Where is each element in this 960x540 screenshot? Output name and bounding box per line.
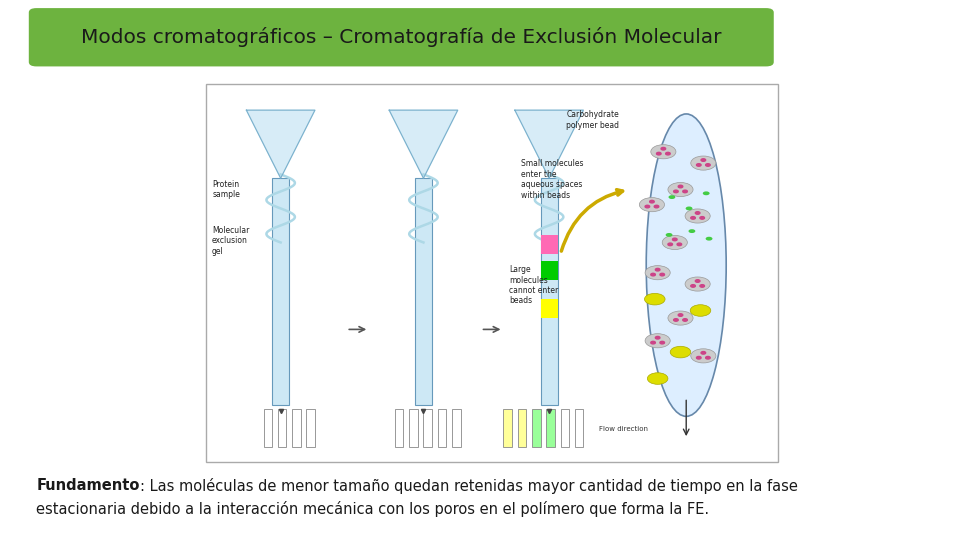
Bar — [503, 409, 512, 447]
Circle shape — [691, 217, 695, 219]
Text: Molecular
exclusion
gel: Molecular exclusion gel — [212, 226, 250, 256]
Circle shape — [665, 233, 673, 237]
Circle shape — [691, 349, 716, 363]
Bar — [306, 409, 315, 447]
Bar — [532, 409, 540, 447]
Bar — [423, 409, 432, 447]
Circle shape — [700, 217, 705, 219]
Circle shape — [674, 319, 678, 321]
Bar — [546, 409, 555, 447]
Bar — [263, 409, 272, 447]
Bar — [540, 299, 558, 318]
Circle shape — [645, 334, 670, 348]
Bar — [438, 409, 446, 447]
Bar — [206, 84, 778, 462]
Polygon shape — [515, 110, 584, 178]
Circle shape — [661, 147, 665, 150]
Circle shape — [691, 156, 716, 170]
Circle shape — [703, 191, 709, 195]
Circle shape — [668, 243, 673, 246]
Circle shape — [651, 341, 656, 344]
Circle shape — [685, 209, 710, 223]
Circle shape — [662, 235, 687, 249]
Text: : Las moléculas de menor tamaño quedan retenidas mayor cantidad de tiempo en la : : Las moléculas de menor tamaño quedan r… — [140, 478, 798, 494]
Bar — [540, 235, 558, 254]
Circle shape — [701, 352, 706, 354]
Circle shape — [678, 185, 683, 188]
Text: Protein
sample: Protein sample — [212, 180, 240, 199]
Text: estacionaria debido a la interacción mecánica con los poros en el polímero que f: estacionaria debido a la interacción mec… — [36, 501, 709, 517]
Circle shape — [670, 346, 691, 358]
Circle shape — [660, 273, 664, 276]
Circle shape — [645, 205, 650, 208]
Circle shape — [695, 280, 700, 282]
Polygon shape — [247, 110, 315, 178]
Ellipse shape — [646, 114, 726, 416]
Text: Modos cromatográficos – Cromatografía de Exclusión Molecular: Modos cromatográficos – Cromatografía de… — [81, 27, 722, 48]
Circle shape — [665, 152, 670, 155]
Bar — [452, 409, 461, 447]
Bar — [540, 178, 558, 405]
Circle shape — [697, 356, 701, 359]
Circle shape — [695, 212, 700, 214]
Circle shape — [654, 205, 659, 208]
Circle shape — [650, 200, 654, 203]
Polygon shape — [389, 110, 458, 178]
Bar — [517, 409, 526, 447]
Text: Fundamento: Fundamento — [36, 478, 140, 493]
Circle shape — [677, 243, 682, 246]
Bar — [561, 409, 569, 447]
Circle shape — [683, 190, 687, 193]
Circle shape — [706, 237, 712, 241]
Circle shape — [688, 229, 695, 233]
Text: Small molecules
enter the
aqueous spaces
within beads: Small molecules enter the aqueous spaces… — [520, 159, 583, 199]
Circle shape — [668, 311, 693, 325]
Bar — [395, 409, 403, 447]
Circle shape — [668, 195, 675, 199]
Circle shape — [685, 277, 710, 291]
Circle shape — [673, 238, 677, 241]
Circle shape — [706, 356, 710, 359]
Text: Large
molecules
cannot enter
beads: Large molecules cannot enter beads — [509, 265, 559, 305]
Circle shape — [690, 305, 710, 316]
Bar — [272, 178, 289, 405]
Bar — [575, 409, 584, 447]
Circle shape — [685, 206, 692, 211]
Circle shape — [651, 273, 656, 276]
Text: Carbohydrate
polymer bead: Carbohydrate polymer bead — [566, 110, 619, 130]
Circle shape — [697, 164, 701, 166]
Circle shape — [674, 190, 678, 193]
Bar — [292, 409, 300, 447]
Bar — [277, 409, 286, 447]
Circle shape — [700, 285, 705, 287]
Bar — [540, 261, 558, 280]
Circle shape — [678, 314, 683, 316]
Circle shape — [691, 285, 695, 287]
Bar — [409, 409, 418, 447]
Circle shape — [656, 268, 660, 271]
Circle shape — [639, 198, 664, 212]
Circle shape — [683, 319, 687, 321]
Circle shape — [644, 293, 665, 305]
Circle shape — [706, 164, 710, 166]
Circle shape — [656, 336, 660, 339]
Circle shape — [660, 341, 664, 344]
Text: Flow direction: Flow direction — [599, 427, 648, 433]
Circle shape — [645, 266, 670, 280]
Circle shape — [701, 159, 706, 161]
Circle shape — [651, 145, 676, 159]
Circle shape — [657, 152, 661, 155]
FancyBboxPatch shape — [29, 8, 774, 66]
Circle shape — [647, 373, 668, 384]
Bar — [415, 178, 432, 405]
Circle shape — [668, 183, 693, 197]
